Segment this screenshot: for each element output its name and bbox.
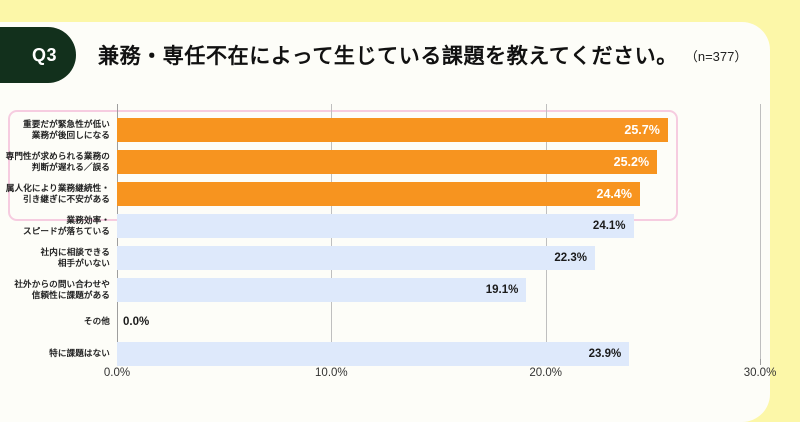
bar-category-label-line2: スピードが落ちている (23, 226, 110, 236)
bar-category-label: 属人化により業務継続性・ 引き継ぎに不安がある (0, 178, 110, 210)
bar-orange[interactable]: 25.2% (117, 150, 658, 174)
bar-row[interactable]: 業務効率・ スピードが落ちている 24.1% (0, 210, 800, 242)
bar-category-label-line1: 専門性が求められる業務の (5, 150, 110, 161)
bar-category-label: 社内に相談できる 相手がいない (0, 242, 110, 274)
bar-category-label: その他 (0, 306, 110, 338)
bar-category-label-line2: 引き継ぎに不安がある (23, 194, 110, 204)
bar-value-label: 25.7% (624, 123, 660, 137)
bar-value-label: 24.4% (596, 187, 632, 201)
bar-category-label-line2: 業務が後回しになる (31, 130, 110, 140)
bar-category-label-line1: 重要だが緊急性が低い (23, 118, 110, 129)
slide-root: Q3 兼務・専任不在によって生じている課題を教えてください。 （n=377） 0… (0, 22, 800, 422)
bar-row[interactable]: 社内に相談できる 相手がいない 22.3% (0, 242, 800, 274)
bar-row[interactable]: 重要だが緊急性が低い 業務が後回しになる 25.7% (0, 114, 800, 146)
bar-category-label: 社外からの問い合わせや 信頼性に課題がある (0, 274, 110, 306)
bar-chart: 0.0% 10.0% 20.0% 30.0% 重要だが緊急性が低い 業務が後回しになる 2… (0, 104, 800, 394)
bar-orange[interactable]: 24.4% (117, 182, 640, 206)
bar-blue[interactable]: 24.1% (117, 214, 634, 238)
x-axis-tick-label: 0.0% (103, 367, 131, 379)
bar-category-label: 重要だが緊急性が低い 業務が後回しになる (0, 114, 110, 146)
bar-category-label-line1: その他 (83, 316, 110, 327)
bar-value-label: 23.9% (588, 348, 622, 360)
bar-category-label-line1: 特に課題はない (49, 348, 110, 359)
bar-value-label: 22.3% (554, 252, 587, 264)
axis-tick (760, 359, 761, 365)
gridline-30.0% (760, 104, 761, 359)
bar-value-label: 24.1% (592, 220, 626, 232)
sample-size-label: （n=377） (684, 48, 748, 64)
bar-value-label: 25.2% (613, 155, 650, 169)
bar-blue[interactable]: 23.9% (117, 342, 630, 366)
bar-category-label-line2: 信頼性に課題がある (31, 290, 110, 300)
bar-value-label: 0.0% (123, 316, 150, 328)
bar-row[interactable]: 特に課題はない 23.9% (0, 338, 800, 370)
bar-category-label-line1: 社外からの問い合わせや (14, 278, 110, 289)
slide-header: Q3 兼務・専任不在によって生じている課題を教えてください。 （n=377） (0, 27, 800, 83)
bar-category-label: 業務効率・ スピードが落ちている (0, 210, 110, 242)
bar-blue[interactable]: 19.1% (117, 278, 527, 302)
bar-row[interactable]: 社外からの問い合わせや 信頼性に課題がある 19.1% (0, 274, 800, 306)
bar-category-label: 特に課題はない (0, 338, 110, 370)
page-title: 兼務・専任不在によって生じている課題を教えてください。 (98, 45, 678, 68)
bar-orange[interactable]: 25.7% (117, 118, 668, 142)
x-axis-tick-label: 30.0% (743, 367, 777, 379)
question-number-badge: Q3 (0, 27, 76, 83)
bar-category-label-line2: 相手がいない (57, 258, 110, 268)
x-axis-tick-label: 20.0% (529, 367, 562, 379)
bar-row[interactable]: 専門性が求められる業務の 判断が遅れる／誤る 25.2% (0, 146, 800, 178)
bar-category-label-line1: 業務効率・ (66, 214, 110, 225)
bar-row[interactable]: 属人化により業務継続性・ 引き継ぎに不安がある 24.4% (0, 178, 800, 210)
title-wrapper: 兼務・専任不在によって生じている課題を教えてください。 （n=377） (98, 27, 747, 83)
bar-value-label: 19.1% (485, 284, 519, 296)
x-axis-tick-label: 10.0% (315, 367, 348, 379)
bar-category-label: 専門性が求められる業務の 判断が遅れる／誤る (0, 146, 110, 178)
bar-blue[interactable]: 22.3% (117, 246, 595, 270)
bar-category-label-line1: 属人化により業務継続性・ (5, 182, 110, 193)
bar-category-label-line2: 判断が遅れる／誤る (31, 162, 110, 172)
question-number-label: Q3 (31, 44, 57, 65)
bar-zero[interactable]: 0.0% (117, 310, 177, 334)
bar-row[interactable]: その他 0.0% (0, 306, 800, 338)
bar-category-label-line1: 社内に相談できる (40, 246, 110, 257)
